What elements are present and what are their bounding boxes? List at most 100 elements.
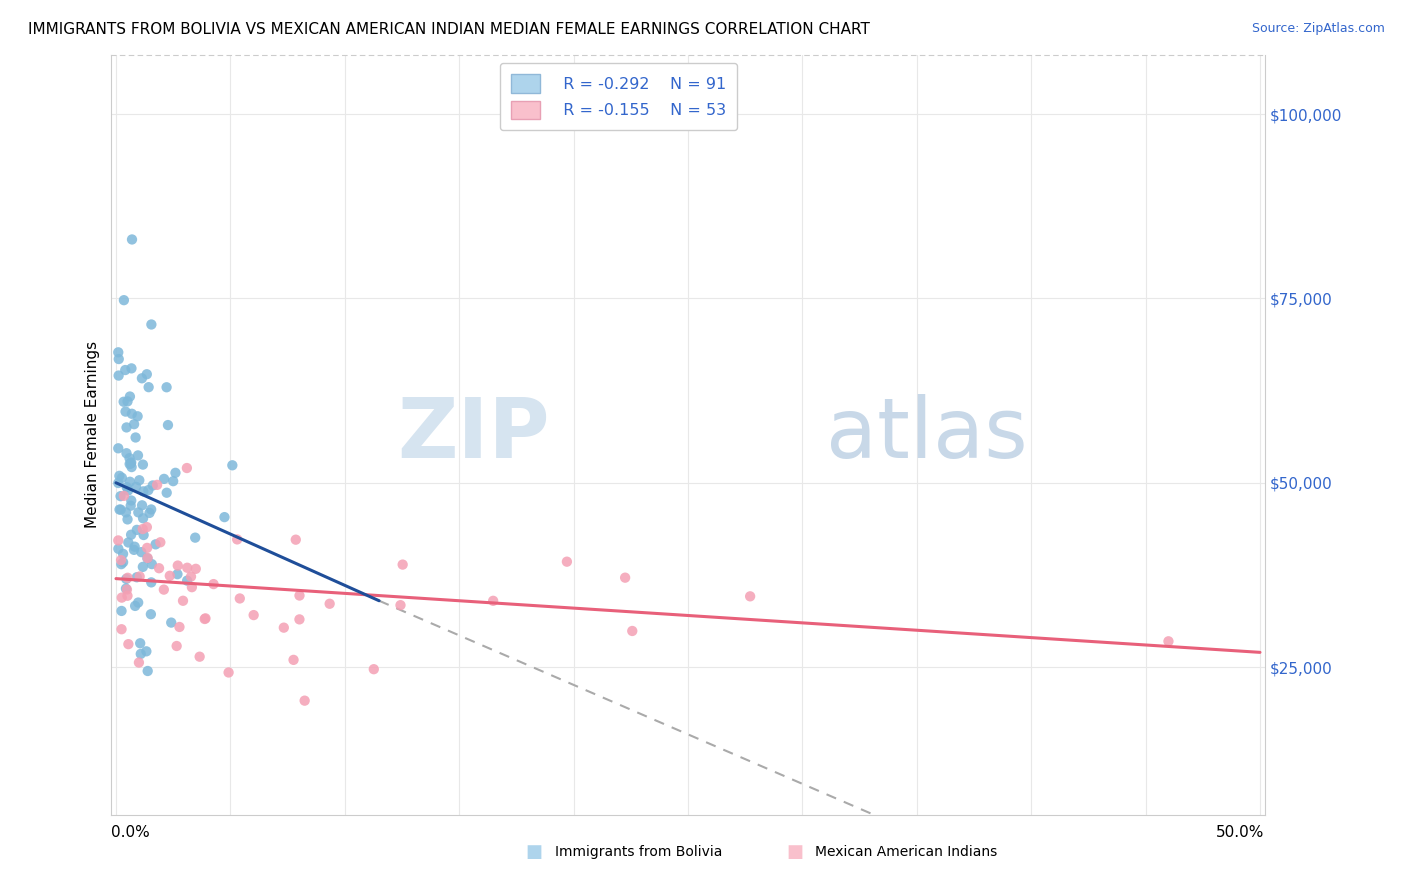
Point xyxy=(114,404,136,418)
Point xyxy=(138,380,160,394)
Point xyxy=(118,451,141,466)
Point xyxy=(117,589,139,603)
Point xyxy=(120,456,142,470)
Point xyxy=(288,612,311,626)
Point xyxy=(214,510,236,524)
Text: Mexican American Indians: Mexican American Indians xyxy=(815,845,998,859)
Point xyxy=(138,506,160,520)
Point xyxy=(111,591,134,605)
Point xyxy=(132,528,155,542)
Point xyxy=(288,589,311,603)
Point xyxy=(125,570,148,584)
Point xyxy=(117,394,139,409)
Point xyxy=(117,512,139,526)
Point xyxy=(117,535,139,549)
Point xyxy=(363,662,385,676)
Point xyxy=(128,569,150,583)
Point xyxy=(110,502,132,516)
Point xyxy=(107,345,129,359)
Point xyxy=(202,577,225,591)
Point xyxy=(145,537,167,551)
Point xyxy=(132,484,155,499)
Point xyxy=(318,597,340,611)
Point xyxy=(188,649,211,664)
Point xyxy=(135,520,157,534)
Point xyxy=(128,473,150,487)
Point xyxy=(121,361,143,376)
Point xyxy=(482,594,505,608)
Point xyxy=(111,471,134,485)
Point xyxy=(124,599,146,613)
Point xyxy=(180,569,202,583)
Point xyxy=(136,551,159,566)
Point xyxy=(115,582,138,596)
Point xyxy=(117,571,139,585)
Point xyxy=(112,547,135,561)
Point xyxy=(621,624,644,638)
Point xyxy=(115,572,138,586)
Y-axis label: Median Female Earnings: Median Female Earnings xyxy=(86,342,100,528)
Point xyxy=(115,480,138,494)
Point xyxy=(146,478,169,492)
Point xyxy=(156,485,179,500)
Point xyxy=(125,523,148,537)
Point xyxy=(115,420,138,434)
Point xyxy=(242,608,264,623)
Point xyxy=(112,394,135,409)
Point xyxy=(135,368,157,382)
Point xyxy=(273,621,295,635)
Point xyxy=(110,553,132,567)
Point xyxy=(114,363,136,377)
Point xyxy=(107,368,129,383)
Point xyxy=(121,407,143,421)
Point xyxy=(131,371,153,385)
Point xyxy=(149,535,172,549)
Point xyxy=(107,533,129,548)
Point xyxy=(135,644,157,658)
Point xyxy=(141,318,163,332)
Text: ZIP: ZIP xyxy=(396,394,550,475)
Point xyxy=(121,460,143,475)
Point xyxy=(294,693,316,707)
Legend:   R = -0.292    N = 91,   R = -0.155    N = 53: R = -0.292 N = 91, R = -0.155 N = 53 xyxy=(501,63,737,130)
Point xyxy=(115,582,138,597)
Point xyxy=(118,457,141,471)
Point xyxy=(160,615,183,630)
Point xyxy=(120,455,142,469)
Text: atlas: atlas xyxy=(827,394,1028,475)
Point xyxy=(107,352,129,367)
Point xyxy=(176,574,198,588)
Point xyxy=(118,475,141,489)
Point xyxy=(117,637,139,651)
Point xyxy=(124,540,146,554)
Point xyxy=(194,612,217,626)
Text: Immigrants from Bolivia: Immigrants from Bolivia xyxy=(555,845,723,859)
Point xyxy=(136,664,159,678)
Point xyxy=(283,653,305,667)
Point xyxy=(112,489,135,503)
Point xyxy=(107,442,129,456)
Point xyxy=(136,551,159,566)
Point xyxy=(194,611,217,625)
Text: IMMIGRANTS FROM BOLIVIA VS MEXICAN AMERICAN INDIAN MEDIAN FEMALE EARNINGS CORREL: IMMIGRANTS FROM BOLIVIA VS MEXICAN AMERI… xyxy=(28,22,870,37)
Point xyxy=(107,541,129,556)
Point xyxy=(122,542,145,557)
Point xyxy=(166,558,188,573)
Point xyxy=(120,499,142,513)
Point xyxy=(127,409,149,424)
Point xyxy=(136,541,159,555)
Point xyxy=(110,489,132,503)
Point xyxy=(391,558,413,572)
Point xyxy=(110,557,132,571)
Point xyxy=(141,502,163,516)
Point xyxy=(159,569,181,583)
Point xyxy=(141,557,163,571)
Point xyxy=(136,483,159,498)
Point xyxy=(127,449,149,463)
Point xyxy=(128,656,150,670)
Point xyxy=(169,620,191,634)
Point xyxy=(132,458,155,472)
Point xyxy=(131,522,153,536)
Point xyxy=(184,562,207,576)
Point xyxy=(120,527,142,541)
